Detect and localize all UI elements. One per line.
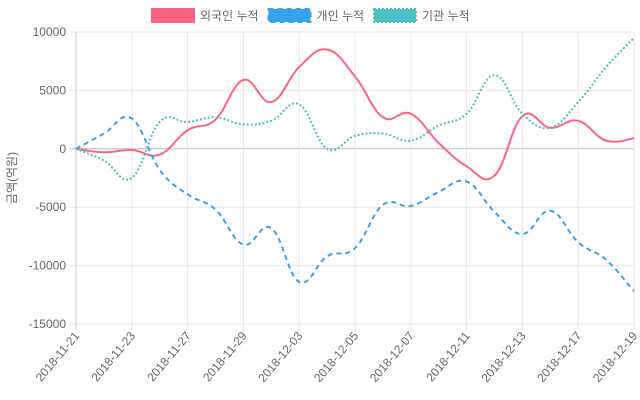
legend-label: 개인 누적 (317, 9, 365, 23)
series-line (75, 37, 635, 181)
x-tick-label: 2018-12-19 (590, 329, 640, 385)
series-line (75, 48, 635, 181)
x-tick-label: 2018-11-29 (200, 329, 250, 385)
series-lines (75, 37, 635, 292)
x-tick-label: 2018-12-17 (534, 329, 584, 385)
x-tick-label: 2018-11-23 (88, 329, 138, 385)
x-tick-label: 2018-12-13 (479, 329, 529, 385)
x-axis-ticks: 2018-11-21 2018-11-23 2018-11-27 2018-11-29… (33, 329, 640, 385)
x-tick-label: 2018-11-21 (33, 329, 83, 385)
series-line (75, 115, 635, 292)
legend-label: 외국인 누적 (200, 9, 259, 23)
x-tick-label: 2018-12-11 (423, 329, 473, 385)
legend-item: 기관 누적 (373, 8, 470, 23)
x-tick-label: 2018-12-03 (255, 329, 305, 385)
x-tick-label: 2018-12-07 (367, 329, 417, 385)
y-tick-label: 0 (59, 142, 66, 156)
legend-item: 개인 누적 (267, 8, 365, 23)
legend-swatch (373, 8, 418, 23)
grid (70, 31, 635, 330)
legend-swatch (151, 8, 195, 23)
y-axis-ticks: 10000 5000 0 -5000 -10000 -15000 (29, 25, 67, 331)
legend-swatch (267, 8, 312, 23)
legend-item: 외국인 누적 (151, 8, 259, 23)
y-axis-label: 금액(억원) (5, 152, 19, 204)
legend: 외국인 누적 개인 누적 기관 누적 (151, 8, 470, 23)
y-tick-label: -5000 (35, 200, 66, 214)
x-tick-label: 2018-11-27 (144, 329, 194, 385)
y-tick-label: -15000 (29, 317, 67, 331)
legend-label: 기관 누적 (422, 9, 470, 23)
y-tick-label: 5000 (39, 83, 66, 97)
y-tick-label: -10000 (29, 259, 67, 273)
y-tick-label: 10000 (33, 25, 67, 39)
x-tick-label: 2018-12-05 (311, 329, 361, 385)
